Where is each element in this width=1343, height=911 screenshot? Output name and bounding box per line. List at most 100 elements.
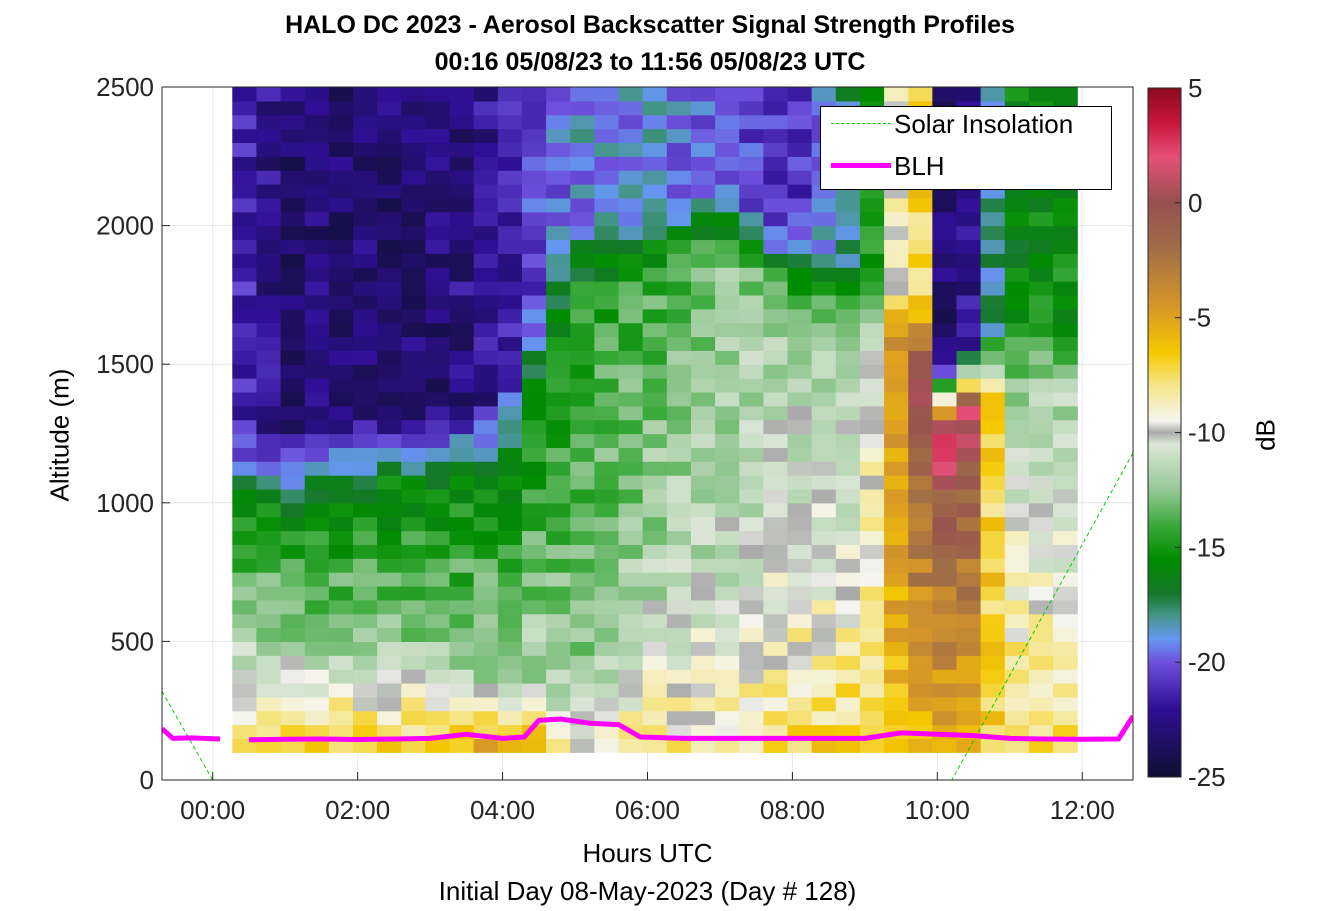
heatmap-cell (859, 488, 885, 504)
heatmap-cell (256, 308, 282, 324)
heatmap-cell (280, 447, 306, 462)
heatmap-cell (473, 516, 499, 532)
heatmap-cell (377, 391, 402, 407)
heatmap-cell (690, 641, 716, 656)
heatmap-cell (521, 142, 547, 157)
heatmap-cell (690, 558, 716, 573)
heatmap-cell (739, 544, 764, 559)
heatmap-cell (1004, 378, 1030, 393)
heatmap-cell (232, 572, 258, 587)
heatmap-cell (1053, 488, 1078, 504)
heatmap-cell (1028, 599, 1054, 615)
heatmap-cell (594, 738, 620, 753)
heatmap-cell (304, 599, 330, 615)
heatmap-cell (859, 572, 885, 587)
heatmap-cell (835, 308, 861, 324)
heatmap-cell (546, 253, 571, 268)
heatmap-cell (352, 391, 378, 407)
heatmap-cell (425, 197, 451, 213)
heatmap-cell (618, 350, 644, 365)
heatmap-cell (763, 433, 789, 448)
heatmap-cell (473, 128, 499, 144)
heatmap-cell (618, 558, 644, 573)
heatmap-cell (546, 184, 571, 199)
heatmap-cell (859, 558, 885, 573)
colorbar-axis: 50-5-10-15-20-25 (1175, 73, 1226, 792)
heatmap-cell (884, 516, 909, 532)
heatmap-cell (521, 488, 547, 504)
heatmap-cell (811, 294, 837, 310)
heatmap-cell (956, 197, 982, 213)
heatmap-cell (739, 696, 764, 712)
heatmap-cell (473, 322, 499, 338)
heatmap-cell (425, 253, 451, 268)
heatmap-cell (377, 364, 402, 379)
heatmap-cell (739, 641, 764, 656)
heatmap-cell (956, 253, 982, 268)
heatmap-cell (473, 184, 499, 199)
legend-label-blh: BLH (894, 151, 945, 181)
heatmap-cell (666, 225, 692, 241)
heatmap-cell (232, 364, 258, 379)
heatmap-cell (352, 558, 378, 573)
heatmap-cell (304, 516, 330, 532)
heatmap-cell (763, 225, 789, 241)
heatmap-cell (425, 294, 451, 310)
heatmap-cell (884, 364, 909, 379)
heatmap-cell (956, 336, 982, 351)
heatmap-cell (1053, 364, 1078, 379)
heatmap-cell (304, 475, 330, 490)
heatmap-cell (304, 294, 330, 310)
heatmap-cell (932, 239, 958, 254)
heatmap-cell (521, 239, 547, 254)
heatmap-cell (932, 378, 958, 393)
heatmap-cell (497, 655, 523, 670)
heatmap-cell (763, 682, 789, 698)
heatmap-cell (642, 599, 668, 615)
heatmap-cell (304, 350, 330, 365)
heatmap-cell (1028, 433, 1054, 448)
x-tick-label: 12:00 (1050, 795, 1115, 825)
heatmap-cell (473, 225, 499, 241)
heatmap-cell (763, 461, 789, 476)
heatmap-cell (280, 599, 306, 615)
heatmap-cell (1004, 294, 1030, 310)
heatmap-cell (739, 308, 764, 324)
heatmap-cell (497, 613, 523, 629)
heatmap-cell (256, 336, 282, 351)
heatmap-cell (328, 114, 354, 130)
heatmap-cell (980, 572, 1006, 587)
heatmap-cell (884, 669, 909, 684)
heatmap-cell (980, 696, 1006, 712)
heatmap-cell (666, 114, 692, 130)
heatmap-cell (256, 516, 282, 532)
heatmap-cell (739, 710, 764, 726)
heatmap-cell (787, 128, 813, 144)
heatmap-cell (497, 100, 523, 116)
heatmap-cell (690, 627, 716, 642)
heatmap-cell (449, 100, 475, 116)
heatmap-cell (1028, 253, 1054, 268)
heatmap-cell (642, 585, 668, 601)
heatmap-cell (811, 197, 837, 213)
heatmap-cell (473, 100, 499, 116)
heatmap-cell (715, 336, 740, 351)
heatmap-cell (497, 599, 523, 615)
heatmap-cell (980, 364, 1006, 379)
heatmap-cell (980, 530, 1006, 545)
heatmap-cell (739, 350, 764, 365)
heatmap-cell (425, 364, 451, 379)
heatmap-cell (497, 488, 523, 504)
heatmap-cell (956, 419, 982, 435)
heatmap-cell (521, 225, 547, 241)
heatmap-cell (739, 627, 764, 642)
heatmap-cell (521, 197, 547, 213)
heatmap-cell (377, 585, 402, 601)
heatmap-cell (811, 613, 837, 629)
heatmap-cell (932, 211, 958, 227)
heatmap-cell (811, 710, 837, 726)
heatmap-cell (352, 641, 378, 656)
heatmap-cell (280, 433, 306, 448)
heatmap-cell (763, 87, 789, 102)
